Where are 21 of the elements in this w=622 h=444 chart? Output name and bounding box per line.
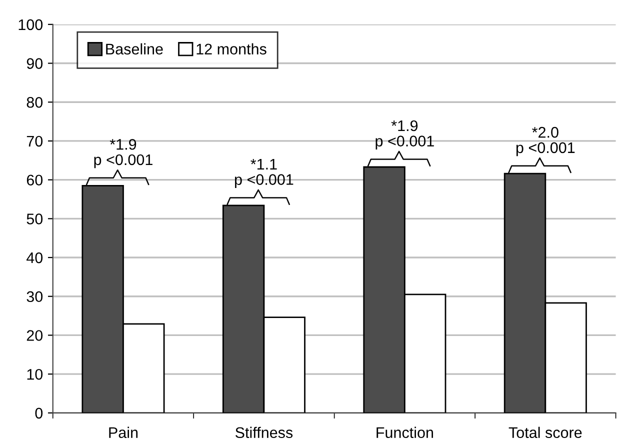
y-tick-label: 50 (26, 214, 43, 224)
y-tick-label: 60 (26, 174, 43, 186)
y-tick-label: 30 (26, 291, 43, 302)
annotation: *1.9 p <0.001 (376, 120, 434, 150)
y-tick-label: 40 (26, 252, 43, 264)
y-tick-label: 10 (27, 368, 43, 380)
y-tick-label: 0 (35, 408, 43, 419)
x-tick-label: Pain (109, 426, 138, 438)
y-tick-label: 90 (26, 58, 43, 69)
y-tick-label: 100 (18, 19, 43, 30)
x-tick-label: Function (376, 426, 433, 438)
x-tick-label: Stiffness (235, 426, 293, 438)
y-tick-label: 70 (26, 136, 43, 147)
legend-label: 12 months (196, 43, 266, 55)
annotation: *2.0 p <0.001 (516, 126, 575, 156)
annotation: *1.9 p <0.001 (94, 138, 152, 168)
annotation: *1.1 p <0.001 (235, 158, 294, 188)
y-tick-label: 20 (26, 330, 43, 341)
y-tick-label: 80 (26, 96, 43, 108)
legend-label: Baseline (106, 43, 163, 55)
x-tick-label: Total score (508, 426, 582, 438)
